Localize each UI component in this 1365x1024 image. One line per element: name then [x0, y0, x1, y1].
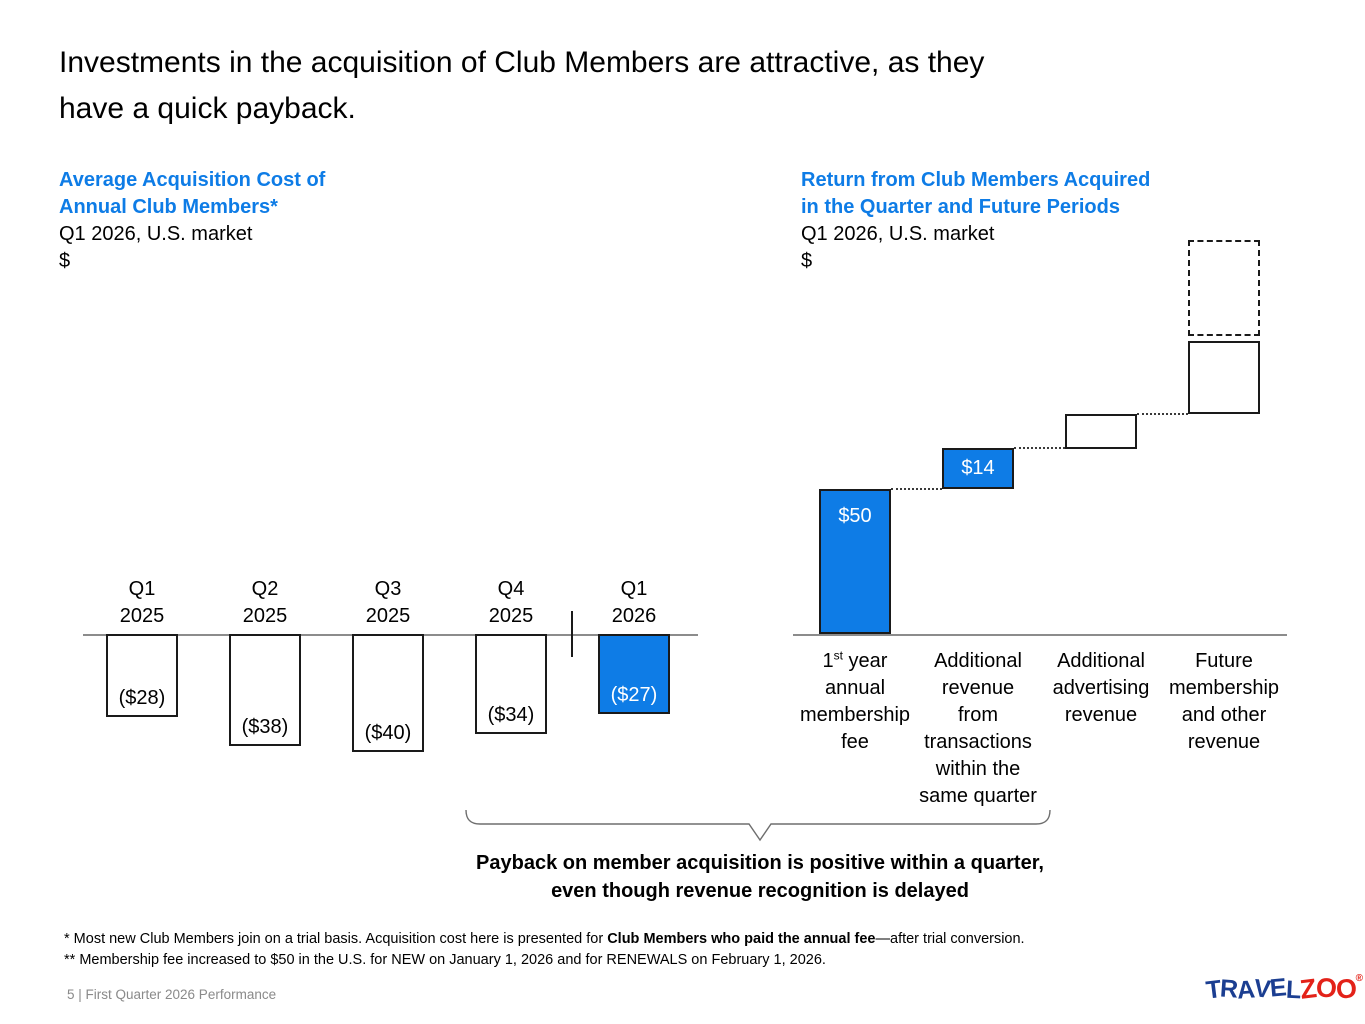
bar-value-label: ($27) [610, 684, 658, 706]
waterfall-bar [1188, 341, 1260, 414]
x-axis-label: Q3 2025 [365, 578, 411, 627]
step-connector [891, 488, 942, 490]
left-chart-title-line2: Annual Club Members* [59, 196, 278, 218]
bar-value-label: ($40) [364, 722, 412, 744]
waterfall-bar: $50 [819, 489, 891, 634]
waterfall-category-label: Additional revenue from transactions within … [919, 650, 1037, 807]
footnotes: * Most new Club Members join on a trial … [64, 929, 1304, 970]
x-axis-label: Q1 2026 [611, 578, 657, 627]
bar-value-label: ($34) [487, 704, 535, 726]
year-divider-tick [571, 611, 573, 657]
cost-bar: ($38) [229, 634, 301, 746]
slide-title-line2: have a quick payback. [59, 92, 356, 125]
right-chart-baseline [793, 634, 1287, 636]
cost-bar: ($27) [598, 634, 670, 714]
waterfall-category-label: 1st year annual membership fee [799, 648, 911, 753]
bar-value-label: ($28) [118, 687, 166, 709]
x-axis-label: Q2 2025 [242, 578, 288, 627]
right-chart-subtitle: Q1 2026, U.S. market [801, 223, 995, 245]
slide-title-line1: Investments in the acquisition of Club M… [59, 46, 985, 79]
waterfall-value-label: $14 [961, 457, 995, 479]
bar-value-label: ($38) [241, 716, 289, 738]
right-chart-title-line1: Return from Club Members Acquired [801, 169, 1151, 191]
waterfall-bar [1065, 414, 1137, 449]
footnote-2: ** Membership fee increased to $50 in th… [64, 951, 826, 968]
left-chart-unit: $ [59, 250, 71, 272]
waterfall-bar: $14 [942, 448, 1014, 489]
footnote-1: * Most new Club Members join on a trial … [64, 931, 1025, 947]
right-chart-title-line2: in the Quarter and Future Periods [801, 196, 1120, 218]
left-chart-baseline [83, 634, 698, 636]
left-chart-title-line1: Average Acquisition Cost of [59, 169, 326, 191]
waterfall-category-label: Future membership and other revenue [1168, 650, 1280, 753]
slide-title: Investments in the acquisition of Club M… [59, 40, 1299, 132]
x-axis-label: Q1 2025 [119, 578, 165, 627]
cost-bar: ($40) [352, 634, 424, 752]
payback-callout: Payback on member acquisition is positiv… [340, 849, 1180, 905]
step-connector [1137, 413, 1188, 415]
payback-callout-line2: even though revenue recognition is delay… [551, 880, 969, 902]
left-chart-header: Average Acquisition Cost of Annual Club … [59, 167, 479, 275]
cost-bar: ($34) [475, 634, 547, 734]
logo-letter: E [1268, 973, 1287, 1003]
travelzoo-logo: TRAVELZOO® [1204, 972, 1363, 1009]
logo-letter: O [1334, 973, 1357, 1005]
page-footer: 5 | First Quarter 2026 Performance [67, 987, 277, 1002]
x-axis-label: Q4 2025 [488, 578, 534, 627]
travelzoo-logo-zoo: ZOO [1298, 972, 1356, 1004]
waterfall-category-label: Additional advertising revenue [1052, 650, 1150, 726]
step-connector [1014, 447, 1065, 449]
cost-bar: ($28) [106, 634, 178, 717]
left-chart-subtitle: Q1 2026, U.S. market [59, 223, 253, 245]
waterfall-value-label: $50 [838, 505, 872, 527]
right-chart-header: Return from Club Members Acquired in the… [801, 167, 1241, 275]
right-chart-unit: $ [801, 250, 813, 272]
travelzoo-logo-travel: TRAVEL [1204, 973, 1300, 1004]
registered-mark: ® [1355, 973, 1363, 984]
payback-callout-line1: Payback on member acquisition is positiv… [476, 852, 1044, 874]
logo-letter: O [1314, 972, 1337, 1004]
